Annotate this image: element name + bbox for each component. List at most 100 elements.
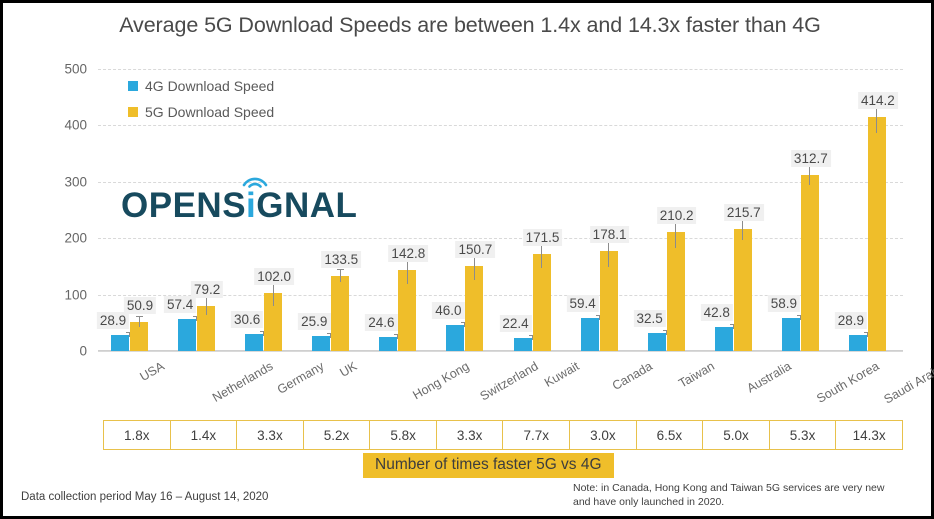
legend-item-label: 5G Download Speed	[145, 104, 275, 120]
bar-5g[interactable]	[331, 275, 350, 351]
bar-4g[interactable]	[848, 334, 867, 351]
opensignal-logo: OPENS i GNAL	[121, 177, 358, 225]
bar-5g[interactable]	[532, 254, 551, 351]
bar-value-label-5g: 215.7	[723, 204, 764, 222]
bar-5g[interactable]	[867, 117, 886, 351]
error-bar-cap-4g	[662, 329, 670, 331]
error-bar-4g	[129, 332, 130, 337]
error-bar-4g	[799, 315, 801, 320]
gridline	[98, 125, 903, 127]
error-bar-cap-4g	[327, 333, 335, 335]
bar-value-label-4g: 30.6	[231, 310, 264, 328]
error-bar-cap-4g	[595, 314, 603, 316]
bar-value-label-4g: 24.6	[365, 314, 398, 332]
error-bar-cap-4g	[260, 330, 268, 332]
bar-4g[interactable]	[781, 317, 800, 351]
error-bar-4g	[531, 336, 533, 341]
bar-group: 22.4 171.5	[499, 69, 563, 351]
bar-group: 46.0 150.7	[432, 69, 496, 351]
bar-4g[interactable]	[513, 338, 532, 351]
bar-4g[interactable]	[714, 326, 733, 351]
bar-5g[interactable]	[599, 250, 618, 351]
bar-group: 28.9 414.2	[834, 69, 898, 351]
gridline	[98, 294, 903, 296]
error-bar-cap-4g	[528, 335, 536, 337]
error-bar-5g	[272, 280, 274, 307]
bar-value-label-4g: 46.0	[432, 302, 465, 320]
legend-item[interactable]: 5G Download Speed	[128, 99, 274, 125]
bar-4g[interactable]	[580, 317, 599, 351]
error-bar-4g	[397, 335, 399, 340]
bar-value-label-5g: 142.8	[388, 245, 429, 263]
bar-value-label-4g: 42.8	[700, 303, 733, 321]
bar-5g[interactable]	[465, 266, 484, 351]
bar-4g[interactable]	[245, 333, 264, 351]
x-axis-line	[98, 350, 903, 351]
bar-value-label-4g: 28.9	[96, 311, 130, 329]
bar-4g[interactable]	[178, 318, 197, 351]
bar-value-label-5g: 133.5	[321, 250, 362, 268]
y-axis-tick-label: 400	[64, 117, 87, 133]
gridline	[98, 69, 903, 70]
bar-5g[interactable]	[666, 232, 685, 351]
bar-5g[interactable]	[733, 229, 752, 351]
error-bar-cap-4g	[394, 334, 402, 336]
bar-4g[interactable]	[379, 337, 398, 351]
multiplier-cell: 5.0x	[702, 420, 770, 450]
multiplier-cell: 14.3x	[835, 420, 903, 450]
logo-letter-i: i	[242, 177, 268, 223]
chart-canvas: Average 5G Download Speeds are between 1…	[3, 3, 934, 516]
logo-text-gnal: GNAL	[256, 186, 358, 225]
x-axis-label: Hong Kong	[410, 359, 472, 403]
error-bar-cap-5g	[336, 268, 344, 270]
error-bar-cap-4g	[193, 315, 201, 317]
x-axis-label: Switzerland	[478, 359, 542, 404]
error-bar-5g	[138, 317, 140, 328]
footer-note: Note: in Canada, Hong Kong and Taiwan 5G…	[573, 482, 885, 509]
x-axis-category-labels: USA Netherlands Germany UK Hong Kong Switzerl…	[98, 353, 934, 415]
error-bar-4g	[598, 315, 600, 320]
bar-group: 57.4 79.2	[163, 69, 224, 351]
multiplier-cell: 5.8x	[369, 420, 437, 450]
bar-4g[interactable]	[446, 325, 465, 351]
bar-5g[interactable]	[398, 270, 417, 351]
bar-group: 32.5 210.2	[633, 69, 697, 351]
legend-item[interactable]: 4G Download Speed	[128, 73, 274, 99]
bar-4g[interactable]	[111, 334, 129, 351]
signal-waves-icon	[242, 177, 268, 188]
error-bar-5g	[541, 240, 542, 269]
error-bar-cap-5g	[135, 316, 143, 318]
multiplier-cell: 5.2x	[302, 420, 371, 450]
x-axis-label: Germany	[275, 359, 327, 397]
bar-group: 24.6 142.8	[365, 69, 429, 351]
x-axis-label: Canada	[609, 359, 655, 394]
x-axis-label: UK	[337, 359, 360, 380]
multiplier-cell: 3.0x	[569, 420, 637, 450]
bar-5g[interactable]	[800, 174, 819, 351]
footer-collection-period: Data collection period May 16 – August 1…	[21, 491, 269, 503]
bar-group: 42.8 215.7	[700, 69, 764, 351]
bar-value-label-5g: 102.0	[254, 268, 295, 286]
x-axis-label: Australia	[744, 359, 794, 396]
legend-swatch-icon	[128, 81, 138, 91]
x-axis-label: Netherlands	[210, 359, 276, 405]
error-bar-cap-4g	[863, 331, 871, 333]
gridline	[98, 181, 903, 183]
y-axis-tick-label: 0	[79, 343, 87, 359]
error-bar-4g	[464, 323, 466, 328]
bar-4g[interactable]	[647, 332, 666, 351]
bar-5g[interactable]	[264, 293, 283, 351]
bar-4g[interactable]	[312, 336, 331, 351]
error-bar-cap-4g	[126, 331, 133, 333]
bar-value-label-5g: 312.7	[790, 149, 831, 167]
error-bar-5g	[406, 256, 408, 285]
error-bar-cap-4g	[796, 314, 804, 316]
bar-value-label-5g: 150.7	[455, 241, 496, 259]
plot-area: 28.9 50.9 57.4 79.2 30.6 102.0 25.9 133.5 24.6 14…	[96, 69, 903, 352]
error-bar-5g	[742, 218, 744, 241]
gridline	[98, 238, 903, 240]
multiplier-cell: 3.3x	[236, 420, 304, 450]
error-bar-4g	[263, 331, 265, 336]
bar-5g[interactable]	[197, 306, 216, 351]
bar-5g[interactable]	[130, 322, 148, 351]
